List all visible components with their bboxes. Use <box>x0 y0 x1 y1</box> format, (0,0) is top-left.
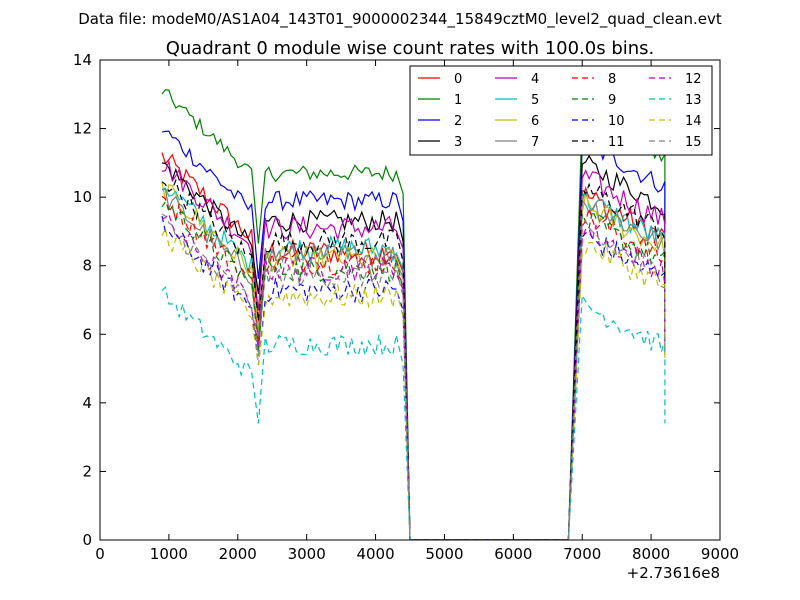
legend-label-8: 8 <box>608 72 616 87</box>
y-tick-label: 4 <box>82 394 92 412</box>
legend-label-11: 11 <box>608 135 625 150</box>
series-line-13 <box>161 286 666 540</box>
y-tick-label: 6 <box>82 325 92 343</box>
x-tick-label: 7000 <box>563 545 601 563</box>
series-line-14 <box>161 226 666 540</box>
legend-label-12: 12 <box>685 72 702 87</box>
legend-label-3: 3 <box>454 135 462 150</box>
series-line-15 <box>161 213 666 540</box>
plot-area: 0 1000 2000 3000 4000 5000 6000 7000 8000 9000 0 2 4… <box>73 51 739 582</box>
x-tick-label: 2000 <box>219 545 257 563</box>
series-line-7 <box>161 188 666 540</box>
y-tick-label: 10 <box>73 188 92 206</box>
x-tick-label: 9000 <box>701 545 739 563</box>
series-line-10 <box>161 215 666 540</box>
series-line-6 <box>161 181 666 540</box>
y-tick-label: 12 <box>73 120 92 138</box>
legend-label-4: 4 <box>531 72 539 87</box>
series-line-2 <box>161 130 666 540</box>
x-tick-label: 4000 <box>356 545 394 563</box>
legend-label-14: 14 <box>685 114 702 129</box>
legend-label-15: 15 <box>685 135 702 150</box>
series-line-9 <box>161 200 666 540</box>
x-tick-label: 5000 <box>425 545 463 563</box>
x-tick-label: 0 <box>95 545 105 563</box>
series-line-8 <box>161 195 666 540</box>
legend-frame <box>409 65 713 156</box>
x-tick-label: 8000 <box>632 545 670 563</box>
legend-label-5: 5 <box>531 93 539 108</box>
y-tick-label: 2 <box>82 462 92 480</box>
figure-suptitle: Data file: modeM0/AS1A04_143T01_90000023… <box>78 10 722 29</box>
legend-label-13: 13 <box>685 93 702 108</box>
x-tick-label: 1000 <box>150 545 188 563</box>
legend-label-0: 0 <box>454 72 462 87</box>
series-line-4 <box>161 159 666 540</box>
axis-ticks: 0 1000 2000 3000 4000 5000 6000 7000 8000 9000 0 2 4… <box>73 51 739 563</box>
legend-label-2: 2 <box>454 114 462 129</box>
legend-label-10: 10 <box>608 114 625 129</box>
plot-frame <box>99 59 721 541</box>
chart-title: Quadrant 0 module wise count rates with … <box>166 38 655 59</box>
y-tick-label: 14 <box>73 51 92 69</box>
legend-label-1: 1 <box>454 93 462 108</box>
series-line-3 <box>161 154 666 540</box>
series-line-11 <box>161 178 666 540</box>
legend-label-7: 7 <box>531 135 539 150</box>
legend-label-6: 6 <box>531 114 539 129</box>
x-offset-label: +2.73616e8 <box>627 564 720 582</box>
x-tick-label: 6000 <box>494 545 532 563</box>
series-line-12 <box>161 212 666 540</box>
x-tick-label: 3000 <box>288 545 326 563</box>
legend-label-9: 9 <box>608 93 616 108</box>
series-layer <box>161 89 666 540</box>
y-tick-label: 0 <box>82 531 92 549</box>
y-tick-label: 8 <box>82 257 92 275</box>
